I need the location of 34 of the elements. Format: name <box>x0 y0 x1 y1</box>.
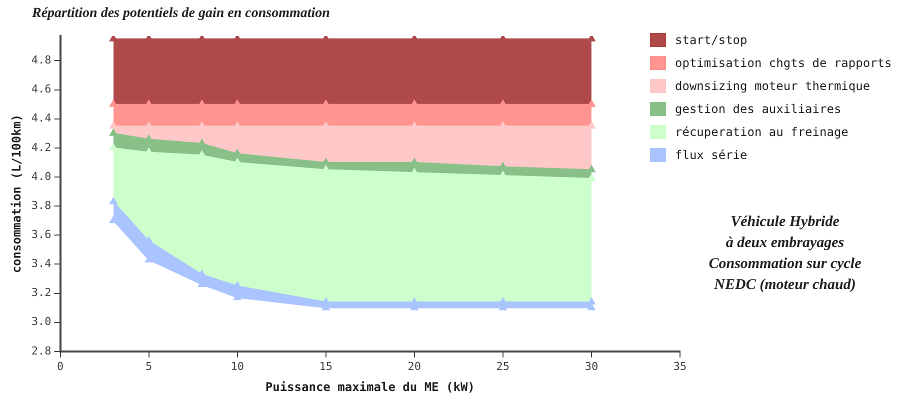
y-tick-label: 3.6 <box>31 228 52 241</box>
y-tick-label: 3.8 <box>31 198 52 212</box>
x-axis-title: Puissance maximale du ME (kW) <box>265 380 475 394</box>
legend-label: start/stop <box>675 32 748 46</box>
point <box>588 165 596 172</box>
y-tick-label: 3.4 <box>31 257 52 270</box>
y-tick-label: 3.0 <box>31 315 52 328</box>
x-tick-label: 0 <box>56 360 64 373</box>
legend-label: optimisation chgts de rapports <box>675 56 892 70</box>
legend-label: récuperation au freinage <box>675 124 848 138</box>
legend-label: gestion des auxiliaires <box>675 102 842 116</box>
legend-label: flux série <box>675 148 748 162</box>
text: Véhicule Hybride à deux embrayages Consommation sur cycle NEDC (moteur chaud) <box>708 213 862 295</box>
x-tick-label: 20 <box>408 360 422 373</box>
y-tick-label: 4.0 <box>31 170 52 183</box>
x-tick-label: 10 <box>230 360 244 373</box>
y-tick-label: 4.8 <box>31 54 52 67</box>
y-tick-label: 3.2 <box>31 286 52 300</box>
x-tick-label: 35 <box>673 360 687 373</box>
legend-label: downsizing moteur thermique <box>675 78 870 92</box>
x-tick-label: 15 <box>319 360 332 373</box>
point <box>109 143 118 150</box>
x-tick-label: 30 <box>584 360 598 373</box>
x-tick-label: 25 <box>496 360 510 373</box>
x-tick-label: 5 <box>145 360 152 373</box>
y-tick-label: 4.6 <box>31 82 52 96</box>
chart-title: Répartition des potentiels de gain en consommation <box>32 6 330 22</box>
y-axis-title: consommation (L/100km) <box>9 114 24 274</box>
y-tick-label: 4.2 <box>31 140 52 154</box>
point <box>109 128 118 136</box>
y-tick-label: 4.4 <box>31 112 52 125</box>
point <box>588 100 596 107</box>
point <box>109 197 118 204</box>
y-tick-label: 2.8 <box>31 344 52 358</box>
